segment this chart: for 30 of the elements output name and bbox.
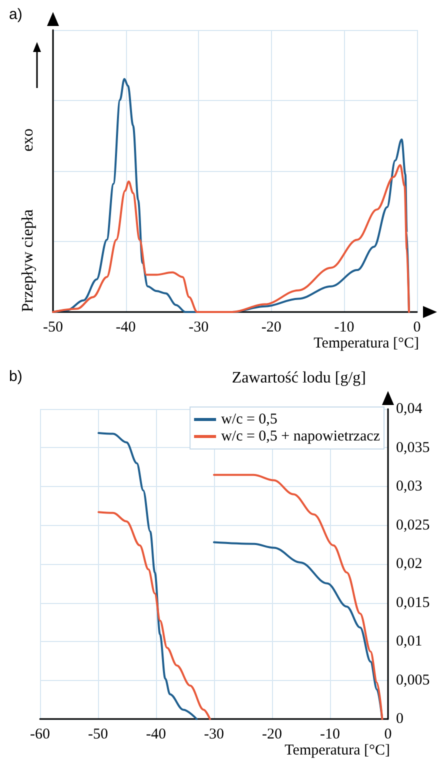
x-tick-label: -30	[204, 726, 224, 742]
legend-label: w/c = 0,5	[221, 412, 278, 428]
y-tick-label: 0,035	[396, 440, 430, 456]
x-tick-label: -50	[43, 320, 63, 336]
y-axis-title: Przepływ ciepła	[20, 209, 36, 312]
y-tick-label: 0,015	[396, 594, 430, 611]
y-axis-title: Zawartość lodu [g/g]	[232, 370, 366, 386]
x-tick-label: -10	[334, 320, 354, 336]
x-tick-label: -20	[261, 320, 282, 336]
x-tick-label: -30	[188, 320, 209, 336]
legend-label: w/c = 0,5 + napowietrzacz	[221, 428, 380, 444]
x-tick-label: -50	[88, 726, 108, 742]
x-tick-label: -40	[116, 320, 136, 336]
y-tick-label: 0,04	[396, 401, 423, 417]
x-tick-label: -60	[30, 726, 50, 742]
y-tick-label: 0	[396, 711, 404, 727]
y-tick-label: 0,005	[396, 672, 430, 688]
chart-title: a)	[9, 6, 22, 23]
x-tick-label: -10	[320, 726, 340, 742]
chart-title: b)	[9, 368, 22, 385]
y-tick-label: 0,025	[396, 517, 430, 534]
x-axis-title: Temperatura [°C]	[284, 742, 390, 758]
x-tick-label: -40	[146, 726, 166, 742]
x-axis-title: Temperatura [°C]	[314, 336, 420, 352]
y-tick-label: 0,03	[396, 478, 422, 494]
x-tick-label: 0	[384, 726, 392, 742]
y-tick-label: 0,01	[396, 634, 422, 650]
x-tick-label: -20	[262, 726, 282, 742]
y-tick-label: 0,02	[396, 556, 422, 572]
text: exo	[20, 128, 36, 152]
